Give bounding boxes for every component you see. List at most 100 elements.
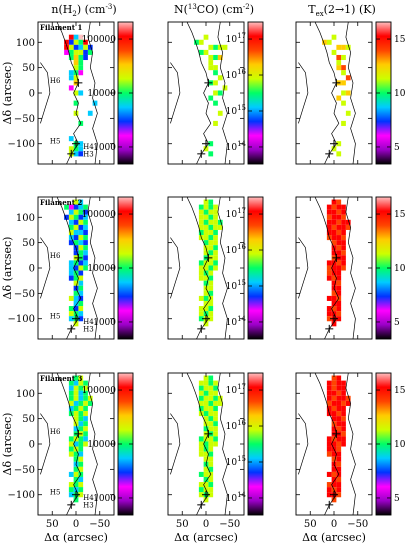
- heatmap-cell: [331, 497, 337, 503]
- heatmap-cell: [213, 390, 218, 396]
- heatmap-cell: [208, 260, 214, 266]
- heatmap-cell: [73, 456, 79, 462]
- heatmap-cell: [213, 80, 218, 86]
- heatmap-cell: [198, 224, 204, 230]
- heatmap-cell: [326, 224, 332, 230]
- heatmap-cell: [341, 54, 346, 61]
- marker-label: H6: [50, 428, 61, 436]
- heatmap-cell: [326, 316, 332, 322]
- heatmap-cell: [68, 400, 74, 406]
- heatmap-cell: [198, 441, 204, 447]
- heatmap-cell: [203, 375, 209, 381]
- x-tick-label: 50: [304, 519, 317, 530]
- heatmap-cell: [78, 70, 84, 76]
- heatmap-cell: [213, 100, 218, 106]
- heatmap-cell: [213, 250, 218, 256]
- colorbar-tick-label: 1014​: [226, 491, 247, 504]
- heatmap-cell: [331, 224, 337, 230]
- x-tick-label: −50: [347, 519, 368, 530]
- heatmap-cell: [78, 466, 84, 472]
- heatmap-cell: [213, 255, 218, 261]
- heatmap-cell: [208, 380, 214, 386]
- heatmap-cell: [326, 275, 332, 281]
- heatmap-cell: [198, 436, 204, 442]
- heatmap-cell: [83, 229, 88, 236]
- heatmap-cell: [208, 456, 214, 462]
- heatmap-cell: [68, 492, 74, 498]
- heatmap-cell: [336, 311, 342, 317]
- heatmap-cell: [336, 466, 342, 472]
- heatmap-cell: [198, 275, 204, 281]
- heatmap-cell: [331, 466, 337, 472]
- heatmap-cell: [331, 426, 337, 432]
- heatmap-cell: [203, 290, 209, 296]
- heatmap-cell: [208, 44, 214, 50]
- heatmap-cell: [345, 44, 351, 50]
- heatmap-cell: [68, 75, 74, 81]
- heatmap-cell: [341, 65, 346, 71]
- heatmap-cell: [68, 451, 74, 457]
- heatmap-cell: [78, 219, 84, 225]
- heatmap-cell: [341, 421, 346, 427]
- heatmap-cell: [64, 214, 69, 220]
- heatmap-cell: [341, 204, 346, 210]
- heatmap-cell: [68, 214, 74, 220]
- colorbar: [247, 196, 264, 340]
- heatmap-cell: [73, 151, 79, 157]
- heatmap-cell: [341, 219, 346, 225]
- heatmap-cell: [73, 219, 79, 225]
- heatmap-cell: [78, 54, 84, 61]
- heatmap-cell: [326, 390, 332, 396]
- x-axis-label: Δα (arcsec): [302, 531, 366, 544]
- heatmap-cell: [78, 405, 84, 412]
- x-axis-label: Δα (arcsec): [174, 531, 238, 544]
- heatmap-cell: [341, 411, 346, 417]
- heatmap-cell: [198, 311, 204, 317]
- heatmap-cell: [68, 209, 74, 215]
- heatmap-cell: [341, 260, 346, 266]
- heatmap-cell: [208, 311, 214, 317]
- heatmap-cell: [203, 209, 209, 215]
- heatmap-cell: [326, 204, 332, 210]
- heatmap-cell: [331, 395, 337, 401]
- heatmap-cell: [203, 497, 209, 503]
- contour-line: [170, 196, 228, 340]
- heatmap-cell: [203, 250, 209, 256]
- heatmap-cell: [331, 204, 337, 210]
- heatmap-cell: [208, 151, 214, 157]
- heatmap-cell: [336, 270, 342, 276]
- colorbar-tick-label: 5: [394, 318, 400, 328]
- heatmap-cell: [336, 375, 342, 381]
- heatmap-cell: [331, 199, 337, 205]
- heatmap-cell: [213, 90, 218, 96]
- heatmap-cell: [213, 214, 218, 220]
- heatmap-cell: [78, 300, 84, 307]
- heatmap-cell: [203, 224, 209, 230]
- heatmap-cell: [208, 441, 214, 447]
- heatmap-cell: [203, 199, 209, 205]
- heatmap-cell: [326, 492, 332, 498]
- heatmap-cell: [217, 110, 223, 116]
- marker-label: H3: [83, 501, 94, 509]
- heatmap-cell: [78, 60, 84, 66]
- heatmap-cell: [68, 395, 74, 401]
- heatmap-cell: [73, 466, 79, 472]
- colorbar-tick-label: 1000: [93, 494, 116, 504]
- heatmap-cell: [222, 85, 228, 91]
- heatmap-cell: [331, 229, 337, 236]
- heatmap-cell: [345, 400, 351, 406]
- heatmap-cell: [331, 385, 337, 391]
- heatmap-cell: [83, 49, 88, 55]
- heatmap-cell: [326, 265, 332, 271]
- heatmap-cell: [208, 411, 214, 417]
- heatmap-cell: [73, 280, 79, 286]
- heatmap-cell: [341, 431, 346, 437]
- heatmap-cell: [203, 441, 209, 447]
- marker-label: H4: [83, 494, 94, 502]
- heatmap-cell: [83, 390, 88, 396]
- heatmap-cell: [345, 395, 351, 401]
- colorbar-tick-label: 10: [394, 264, 406, 274]
- marker-label: H4: [83, 318, 94, 326]
- heatmap-cell: [68, 487, 74, 493]
